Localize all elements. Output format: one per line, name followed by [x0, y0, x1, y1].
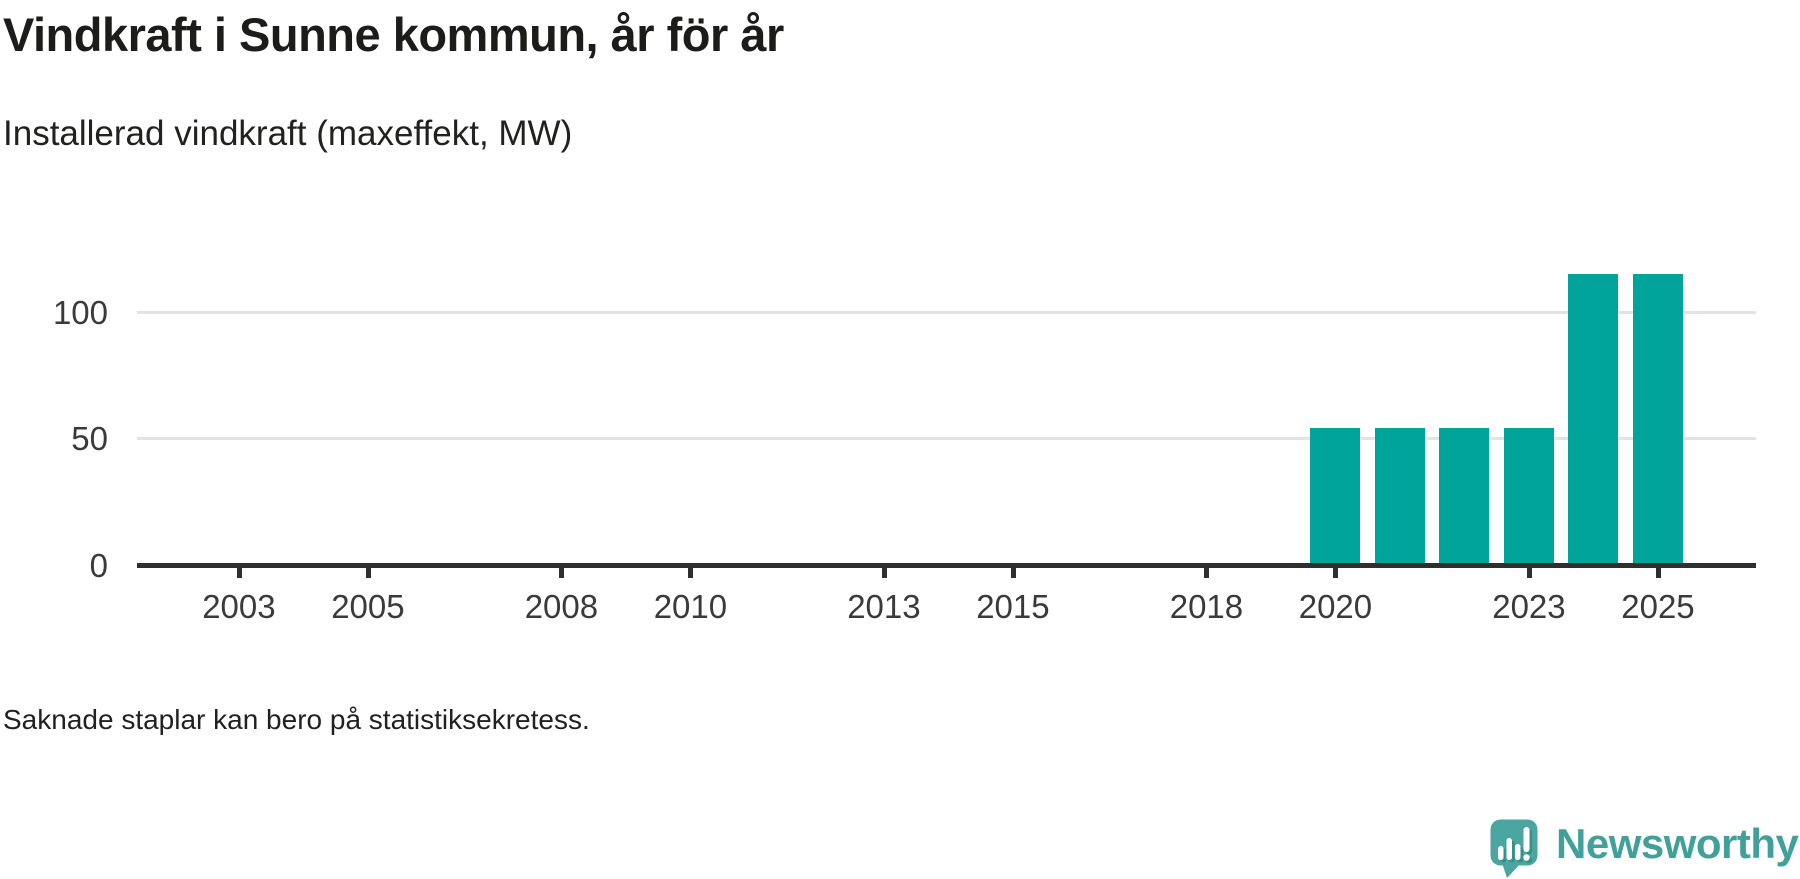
x-axis-tick-label: 2020 — [1298, 588, 1373, 625]
y-axis-tick-label: 50 — [71, 420, 108, 458]
bar — [1632, 273, 1683, 565]
x-axis-tick — [1204, 565, 1210, 578]
bar — [1310, 428, 1361, 565]
x-axis-tick-label: 2008 — [524, 588, 599, 625]
newsworthy-logo-icon — [1490, 819, 1538, 878]
x-axis-tick-label: 2015 — [976, 588, 1050, 625]
x-axis-tick — [1010, 565, 1016, 578]
x-axis-tick — [688, 565, 694, 578]
x-axis-tick — [365, 565, 371, 578]
x-axis-tick-label: 2003 — [202, 588, 276, 625]
chart-footnote: Saknade staplar kan bero på statistiksek… — [3, 704, 590, 735]
x-axis-tick — [1526, 565, 1532, 578]
bar — [1503, 428, 1554, 565]
x-axis-tick-label: 2005 — [331, 588, 405, 625]
logo-bars-icon — [1498, 827, 1530, 861]
x-axis-line — [137, 563, 1756, 568]
gridline — [137, 310, 1756, 314]
x-axis-tick-label: 2025 — [1621, 588, 1695, 625]
x-axis-tick — [1333, 565, 1339, 578]
y-axis-tick-label: 100 — [52, 293, 108, 331]
gridline — [137, 437, 1756, 441]
x-axis-tick — [881, 565, 887, 578]
y-axis-tick-label: 0 — [89, 547, 108, 584]
x-axis-tick-label: 2018 — [1169, 588, 1244, 625]
x-axis-tick-label: 2023 — [1492, 588, 1566, 625]
chart-title: Vindkraft i Sunne kommun, år för år — [3, 8, 784, 61]
chart-subtitle: Installerad vindkraft (maxeffekt, MW) — [3, 114, 573, 153]
bar — [1439, 428, 1490, 565]
x-axis-tick — [1655, 565, 1661, 578]
logo-bubble-tail — [1502, 863, 1521, 878]
x-axis-tick-label: 2010 — [653, 588, 728, 625]
bar — [1568, 273, 1619, 565]
newsworthy-logo-text: Newsworthy — [1556, 820, 1799, 867]
x-axis-tick-label: 2013 — [847, 588, 921, 625]
bar — [1374, 428, 1425, 565]
x-axis-tick — [559, 565, 565, 578]
x-axis-tick — [236, 565, 242, 578]
